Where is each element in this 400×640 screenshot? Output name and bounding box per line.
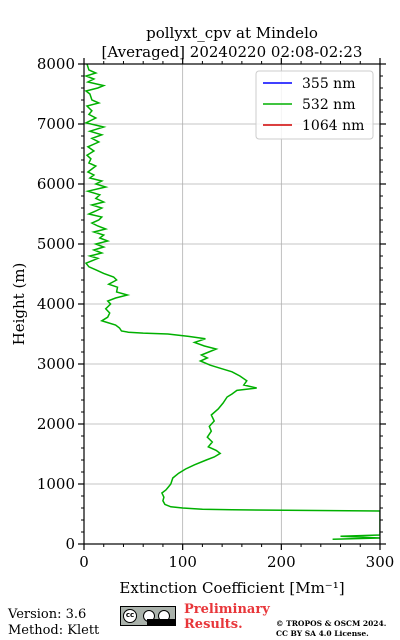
x-tick-label: 0 [79, 553, 89, 571]
chart-title-line-1: pollyxt_cpv at Mindelo [146, 24, 318, 42]
y-tick-label: 5000 [37, 235, 75, 253]
y-tick-label: 7000 [37, 115, 75, 133]
version-text: Version: 3.6 [8, 607, 87, 622]
y-tick-label: 2000 [37, 415, 75, 433]
legend-label-532-nm: 532 nm [302, 97, 355, 113]
axis-ticks: 0 100 200 300010002000300040005000600070008… [37, 55, 395, 571]
plot-series [84, 64, 380, 540]
copyright-notice: © TROPOS & OSCM 2024. CC BY SA 4.0 Licen… [276, 619, 386, 639]
license-line: CC BY SA 4.0 License. [276, 629, 369, 638]
preliminary-line-2: Results. [184, 617, 243, 632]
legend: 355 nm 532 nm 1064 nm [255, 70, 374, 140]
x-axis-label: Extinction Coefficient [Mm⁻¹] [119, 579, 344, 597]
preliminary-results-label: Preliminary Results. [184, 602, 270, 632]
y-tick-label: 3000 [37, 355, 75, 373]
y-tick-label: 8000 [37, 55, 75, 73]
series-line-532-nm [84, 64, 380, 540]
legend-label-1064-nm: 1064 nm [302, 118, 364, 134]
chart-title-line-2: [Averaged] 20240220 02:08-02:23 [102, 43, 363, 61]
y-tick-label: 0 [65, 535, 75, 553]
method-text: Method: Klett [8, 623, 100, 638]
cc-icon: cc [123, 609, 137, 623]
y-tick-label: 1000 [37, 475, 75, 493]
x-tick-label: 100 [168, 553, 197, 571]
legend-label-355-nm: 355 nm [302, 76, 355, 92]
copyright-line-1: © TROPOS & OSCM 2024. [276, 619, 387, 628]
x-tick-label: 200 [267, 553, 296, 571]
license-strip [147, 619, 175, 625]
y-tick-label: 6000 [37, 175, 75, 193]
y-axis-label: Height (m) [10, 263, 28, 346]
x-tick-label: 300 [366, 553, 395, 571]
preliminary-line-1: Preliminary [184, 602, 270, 617]
y-tick-label: 4000 [37, 295, 75, 313]
cc-by-sa-badge-icon: cc [120, 606, 176, 626]
legend-box [255, 70, 374, 140]
